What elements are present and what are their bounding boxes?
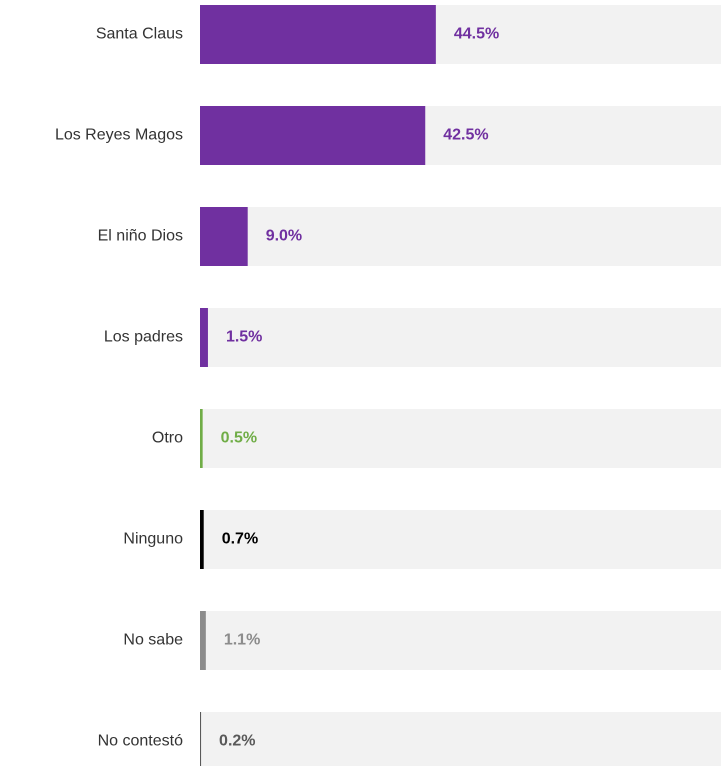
category-label: Los padres xyxy=(104,329,183,346)
bar-track xyxy=(200,611,721,670)
bar-track xyxy=(200,308,721,367)
bar xyxy=(200,5,436,64)
value-label: 42.5% xyxy=(443,127,488,144)
bar xyxy=(200,106,426,165)
value-label: 1.5% xyxy=(226,329,262,346)
bar-track xyxy=(200,207,721,266)
category-label: Santa Claus xyxy=(96,26,183,43)
category-label: Ninguno xyxy=(123,531,183,548)
bar xyxy=(200,611,206,670)
bar xyxy=(200,409,203,468)
value-label: 0.7% xyxy=(222,531,258,548)
category-label: El niño Dios xyxy=(98,228,183,245)
bar xyxy=(200,308,208,367)
bar-track xyxy=(200,409,721,468)
bar xyxy=(200,510,204,569)
value-label: 1.1% xyxy=(224,632,260,649)
bar-track xyxy=(200,510,721,569)
category-label: Los Reyes Magos xyxy=(55,127,183,144)
value-label: 44.5% xyxy=(454,26,499,43)
value-label: 0.5% xyxy=(221,430,257,447)
value-label: 9.0% xyxy=(266,228,302,245)
category-label: No sabe xyxy=(123,632,183,649)
value-label: 0.2% xyxy=(219,733,255,750)
category-label: Otro xyxy=(152,430,183,447)
bar-track xyxy=(200,712,721,766)
bar xyxy=(200,207,248,266)
category-label: No contestó xyxy=(98,733,183,750)
bar xyxy=(200,712,202,766)
